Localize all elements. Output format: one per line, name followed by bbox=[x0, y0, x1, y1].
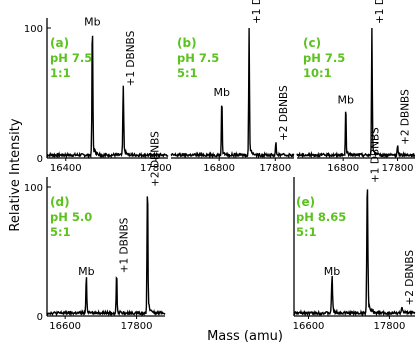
spectrum-trace bbox=[46, 35, 169, 160]
peak-label-plus2: +2 DBNBS bbox=[404, 250, 416, 306]
spectrum-trace bbox=[46, 196, 166, 317]
peak-label-plus2: +2 DBNBS bbox=[278, 85, 290, 141]
y-tick-label: 0 bbox=[37, 154, 43, 165]
y-tick-label: 100 bbox=[24, 24, 43, 35]
panel-ph-label: pH 7.5 bbox=[50, 51, 92, 65]
x-tick-label: 17800 bbox=[121, 321, 153, 332]
panel-e: 16600 17800 Mb +1 DBNBS +2 DBNBS (e)pH 8.655:… bbox=[293, 127, 416, 332]
peak-label-plus1: +1 DBNBS bbox=[369, 127, 381, 183]
panel-letter: (d) bbox=[50, 195, 70, 209]
x-axis-label: Mass (amu) bbox=[207, 329, 283, 344]
y-tick-label: 0 bbox=[37, 312, 43, 323]
peak-label-plus2: +2 DBNBS bbox=[400, 89, 412, 145]
peak-label-mb: Mb bbox=[324, 265, 340, 278]
peak-label-plus1: +1 DBNBS bbox=[374, 0, 386, 24]
panel-letter: (c) bbox=[303, 36, 321, 50]
peak-label-mb: Mb bbox=[78, 265, 94, 278]
panel-ratio-label: 5:1 bbox=[177, 66, 198, 80]
y-tick-label: 100 bbox=[24, 183, 43, 194]
panel-b: 16800 17800 Mb +1 DBNBS +2 DBNBS (b)pH 7.55:1 bbox=[170, 0, 295, 174]
panel-a: 0 100 16400 17800 Mb +1 DBNBS (a)pH 7.51:1 bbox=[24, 16, 172, 174]
spectrum-trace bbox=[293, 189, 416, 317]
panel-letter: (a) bbox=[50, 36, 69, 50]
panel-c: 16800 17800 Mb +1 DBNBS +2 DBNBS (c)pH 7.510:… bbox=[296, 0, 416, 174]
panel-ratio-label: 5:1 bbox=[50, 225, 71, 239]
panel-ph-label: pH 5.0 bbox=[50, 210, 92, 224]
peak-label-plus1: +1 DBNBS bbox=[125, 30, 137, 86]
spectrum-trace bbox=[296, 27, 416, 159]
x-tick-label: 17800 bbox=[140, 163, 172, 174]
peak-label-mb: Mb bbox=[214, 86, 230, 99]
panel-ratio-label: 5:1 bbox=[296, 225, 317, 239]
panel-letter: (e) bbox=[296, 195, 315, 209]
panel-ph-label: pH 7.5 bbox=[303, 51, 345, 65]
x-tick-label: 16800 bbox=[203, 163, 235, 174]
x-tick-label: 17800 bbox=[382, 163, 414, 174]
panel-letter: (b) bbox=[177, 36, 197, 50]
panel-ratio-label: 1:1 bbox=[50, 66, 71, 80]
spectrum-trace bbox=[170, 27, 295, 159]
peak-label-plus1: +1 DBNBS bbox=[119, 217, 131, 273]
panel-ph-label: pH 7.5 bbox=[177, 51, 219, 65]
x-tick-label: 16600 bbox=[49, 321, 81, 332]
peak-label-mb: Mb bbox=[337, 94, 353, 107]
x-tick-label: 17800 bbox=[259, 163, 291, 174]
panel-d: 0 100 16600 17800 Mb +1 DBNBS +2 DBNBS (d)pH 5.… bbox=[24, 131, 166, 332]
panel-ph-label: pH 8.65 bbox=[296, 210, 346, 224]
x-tick-label: 16600 bbox=[293, 321, 325, 332]
peak-label-mb: Mb bbox=[84, 16, 100, 29]
panel-ratio-label: 10:1 bbox=[303, 66, 332, 80]
x-tick-label: 16400 bbox=[50, 163, 82, 174]
y-axis-label: Relative Intensity bbox=[8, 118, 23, 231]
x-tick-label: 16800 bbox=[327, 163, 359, 174]
peak-label-plus1: +1 DBNBS bbox=[251, 0, 263, 24]
peak-label-plus2: +2 DBNBS bbox=[149, 131, 161, 187]
x-tick-label: 17800 bbox=[374, 321, 406, 332]
